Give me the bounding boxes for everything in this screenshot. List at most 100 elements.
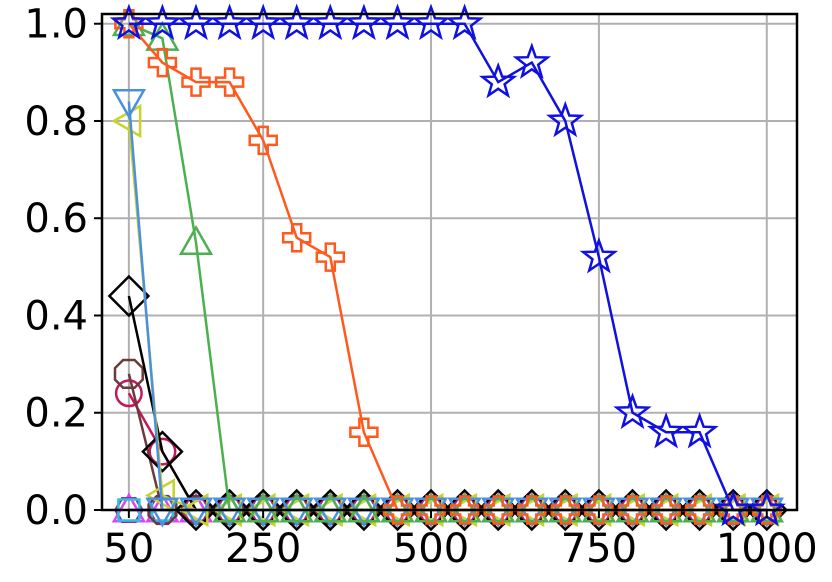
data-point [212, 492, 247, 523]
data-point [584, 495, 614, 525]
x-tick-label: 250 [225, 526, 301, 572]
data-point [613, 392, 652, 430]
x-tick-label: 1000 [716, 526, 818, 572]
data-point [411, 3, 451, 41]
data-point [413, 497, 449, 528]
data-point [483, 495, 513, 525]
data-point [615, 497, 650, 528]
data-point [246, 497, 281, 528]
data-point [143, 3, 182, 41]
data-point [682, 492, 717, 523]
data-point [214, 67, 245, 97]
data-point [514, 492, 549, 523]
data-point [176, 3, 216, 41]
data-point [481, 492, 516, 523]
data-point [447, 492, 482, 523]
data-point [315, 242, 346, 272]
data-point [114, 379, 143, 408]
series-group [107, 274, 789, 532]
series-group [111, 89, 784, 528]
data-point [107, 274, 151, 318]
series-group [111, 6, 784, 523]
data-point [517, 495, 547, 525]
x-tick-label: 750 [561, 526, 637, 572]
data-point [546, 100, 585, 138]
data-point [550, 495, 581, 525]
data-point [281, 222, 312, 253]
data-point [279, 492, 314, 523]
data-point [581, 492, 617, 523]
x-tick-label: 500 [393, 526, 469, 572]
y-tick-label: 0.6 [24, 196, 88, 242]
series-line [127, 392, 767, 512]
data-point [210, 3, 249, 41]
data-point [413, 492, 449, 523]
data-point [581, 497, 617, 528]
data-point [277, 3, 316, 41]
data-point [346, 497, 382, 528]
data-point [248, 125, 278, 156]
y-tick-label: 0.2 [24, 391, 88, 437]
y-tick-label: 0.0 [24, 488, 88, 534]
data-point [243, 3, 283, 41]
data-point [178, 497, 214, 528]
data-point [346, 492, 382, 523]
data-point [117, 498, 141, 522]
data-point [147, 47, 178, 78]
data-point [279, 497, 314, 528]
data-point [313, 497, 348, 528]
plot-frame [100, 12, 799, 512]
data-point [449, 495, 480, 525]
series-group [109, 3, 787, 527]
x-tick-label: 50 [103, 526, 154, 572]
data-point [380, 497, 415, 528]
data-point [181, 67, 211, 97]
data-point [617, 495, 648, 525]
data-point [548, 497, 583, 528]
data-point [141, 430, 184, 473]
data-point [716, 492, 751, 523]
data-point [313, 492, 348, 523]
data-point [382, 495, 413, 525]
data-point [514, 497, 549, 528]
data-point [682, 497, 717, 528]
data-point [478, 61, 518, 99]
data-point [445, 3, 484, 41]
data-point [579, 236, 619, 274]
data-point [178, 224, 214, 256]
data-point [646, 412, 686, 449]
data-point [447, 497, 482, 528]
y-tick-label: 0.4 [24, 293, 88, 339]
series-group [114, 8, 782, 525]
data-point [378, 3, 417, 41]
data-point [548, 492, 583, 523]
data-point [246, 492, 281, 523]
data-point [212, 497, 247, 528]
data-point [111, 89, 147, 120]
data-point [109, 3, 149, 41]
data-point [713, 489, 753, 527]
data-point [512, 42, 552, 79]
data-point [111, 6, 147, 37]
data-point [311, 3, 350, 41]
y-tick-label: 0.8 [24, 99, 88, 145]
series-line [128, 22, 767, 512]
data-point [349, 417, 379, 447]
y-tick-label: 1.0 [24, 2, 88, 48]
data-point [680, 412, 719, 449]
data-point [344, 3, 384, 41]
data-point [416, 495, 446, 525]
data-point [648, 492, 684, 523]
data-point [380, 492, 415, 523]
data-point [145, 497, 180, 528]
axis-ticks: 50 250 500 750 1000 0.0 0.2 0.4 0.6 0.8 1.0 [24, 2, 817, 572]
data-point [113, 358, 144, 389]
data-point [148, 437, 177, 466]
series-line [127, 101, 767, 512]
data-point [615, 492, 650, 523]
data-point [749, 492, 784, 523]
data-point [684, 495, 715, 525]
data-point [648, 497, 684, 528]
data-point [481, 497, 516, 528]
